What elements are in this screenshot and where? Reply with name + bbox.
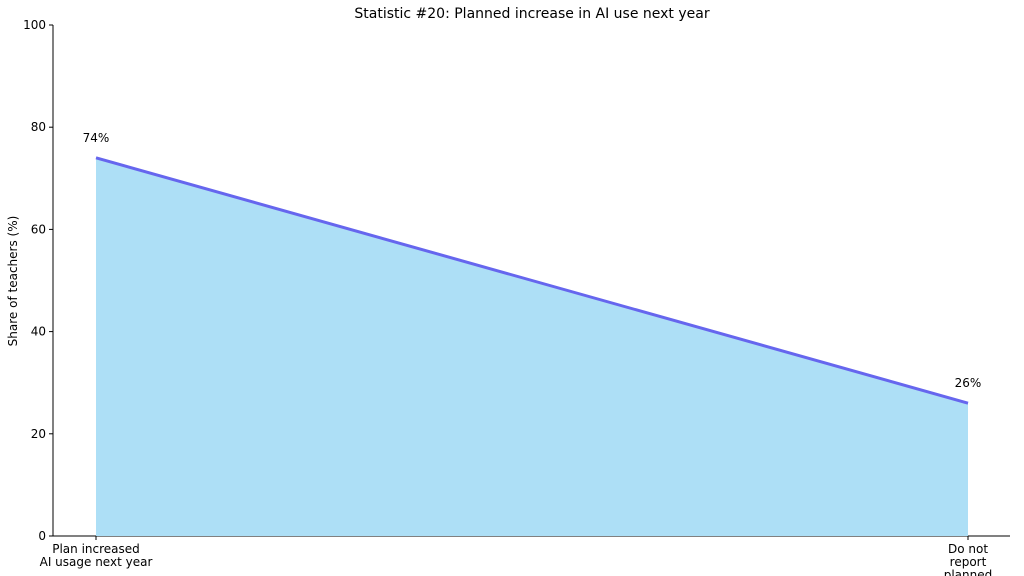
area bbox=[96, 157, 968, 537]
data-label: 26% bbox=[955, 376, 982, 390]
y-tick-label: 80 bbox=[31, 120, 46, 134]
chart-title: Statistic #20: Planned increase in AI us… bbox=[354, 6, 709, 22]
x-tick-label: Do not report planned increase bbox=[943, 542, 993, 576]
x-tick-label: Plan increased AI usage next year bbox=[39, 542, 153, 569]
data-label: 74% bbox=[83, 131, 110, 145]
line bbox=[95, 156, 969, 405]
y-tick-label: 0 bbox=[38, 529, 46, 543]
y-tick-label: 100 bbox=[23, 18, 46, 32]
y-tick-label: 60 bbox=[31, 222, 46, 236]
y-tick-label: 40 bbox=[31, 325, 46, 339]
y-axis-label: Share of teachers (%) bbox=[6, 216, 20, 347]
y-tick-label: 20 bbox=[31, 427, 46, 441]
